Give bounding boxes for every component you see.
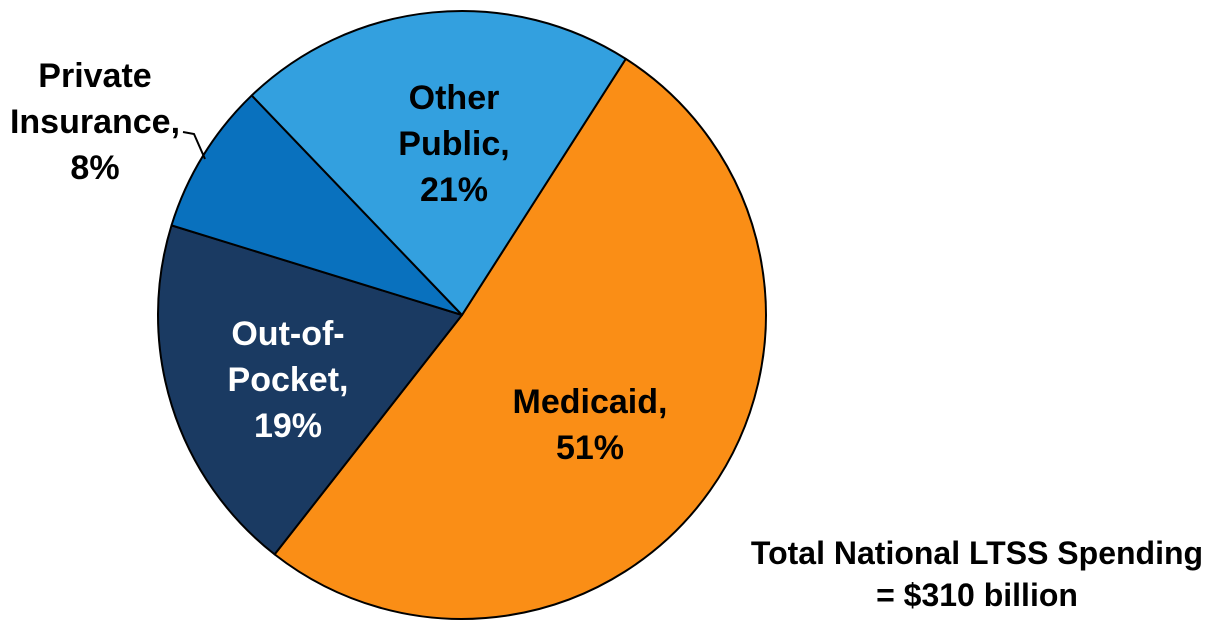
total-spending-line: = $310 billion: [876, 577, 1078, 613]
slice-label-private-insurance: Private Insurance, 8%: [10, 53, 180, 191]
slice-label-other-public: Other Public, 21%: [398, 75, 509, 213]
slice-label-line: 51%: [555, 429, 625, 467]
slice-label-line: 21%: [419, 171, 489, 209]
slice-label-line: Pocket,: [227, 361, 349, 399]
slice-label-line: Insurance,: [9, 103, 181, 141]
slice-label-line: Other: [408, 79, 500, 117]
slice-label-line: Medicaid,: [512, 383, 668, 421]
total-spending-line: Total National LTSS Spending: [750, 535, 1204, 571]
slice-label-line: 19%: [253, 407, 323, 445]
slice-label-out-of-pocket: Out-of- Pocket, 19%: [228, 311, 349, 449]
pie-slices: [157, 9, 767, 620]
total-spending-annotation: Total National LTSS Spending = $310 bill…: [751, 532, 1203, 616]
slice-label-line: Out-of-: [231, 315, 345, 353]
slice-label-line: 8%: [70, 149, 120, 187]
slice-label-line: Public,: [398, 125, 510, 163]
pie-slice-other-public: [250, 9, 627, 316]
slice-label-line: Private: [38, 57, 152, 95]
slice-label-medicaid: Medicaid, 51%: [513, 379, 668, 471]
private-insurance-leader-line: [182, 131, 206, 160]
pie-slice-medicaid: [273, 57, 767, 620]
pie-slice-out-of-pocket: [157, 224, 463, 556]
